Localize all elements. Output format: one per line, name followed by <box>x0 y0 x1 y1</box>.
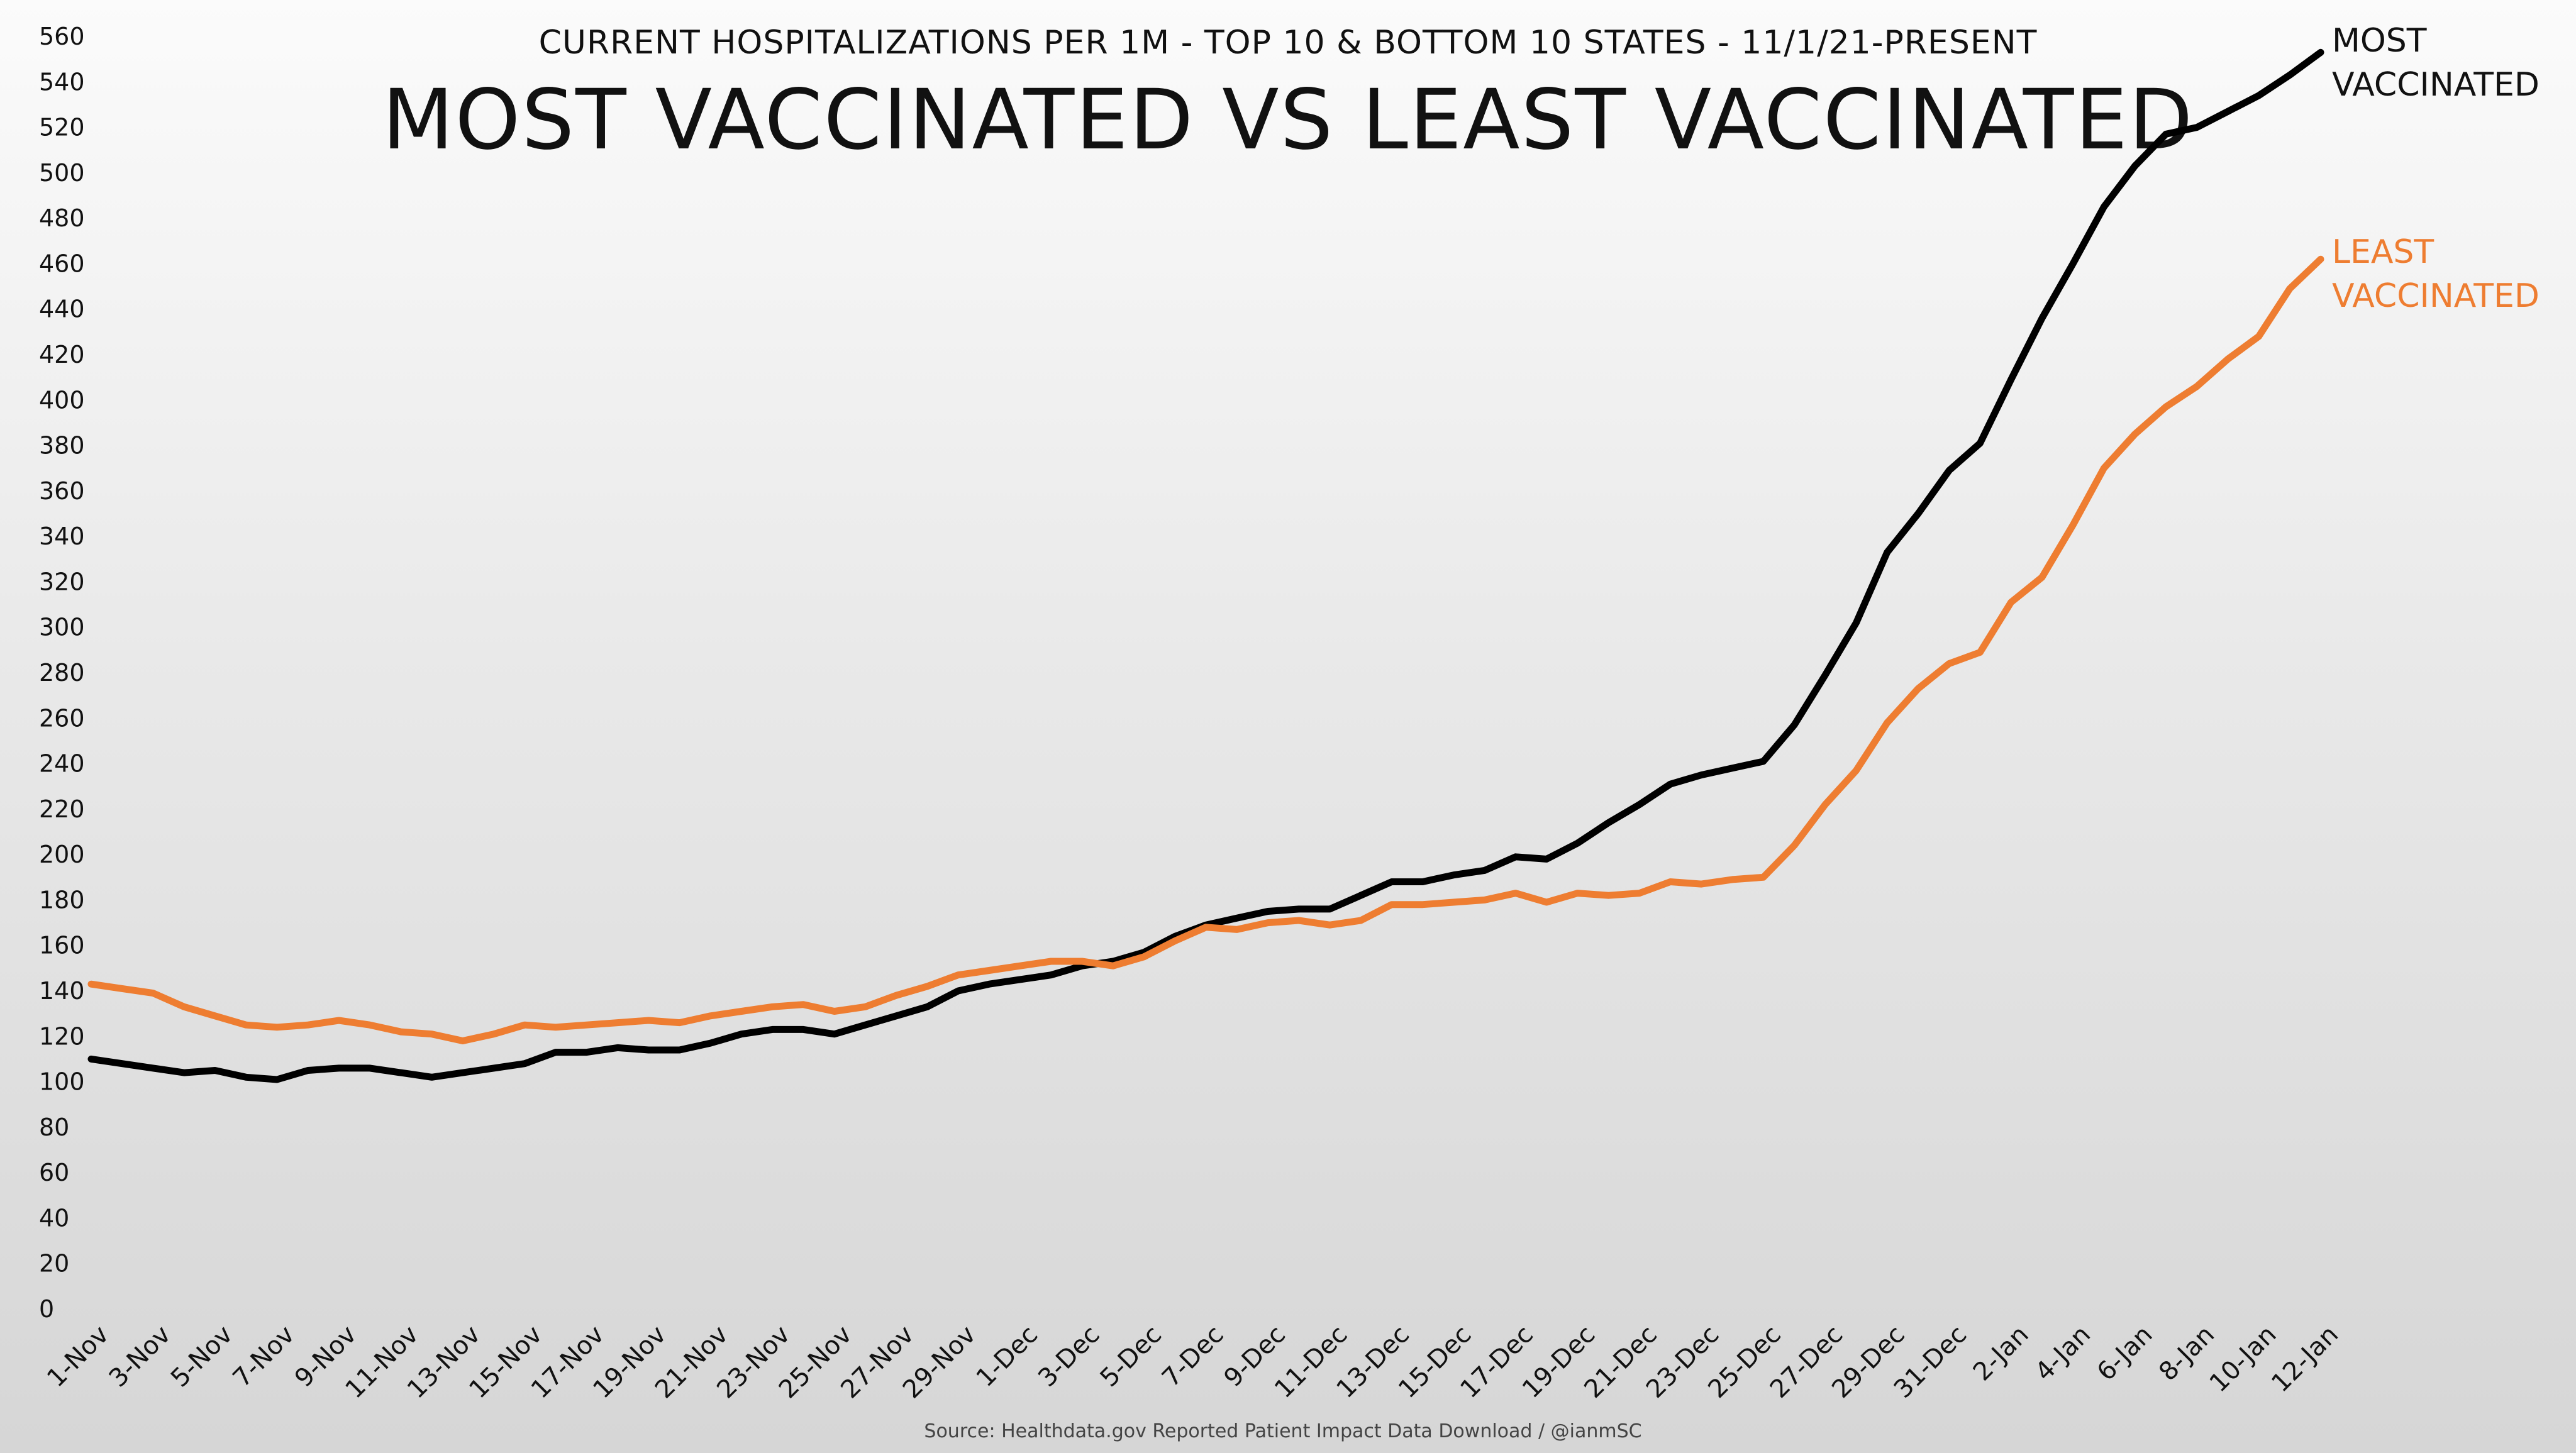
x-tick-label: 10-Jan <box>2204 1320 2282 1398</box>
y-tick-label: 380 <box>39 432 85 460</box>
y-tick-label: 500 <box>39 159 85 187</box>
x-tick-label: 3-Dec <box>1033 1320 1105 1393</box>
y-tick-label: 200 <box>39 841 85 868</box>
x-tick-label: 12-Jan <box>2266 1320 2344 1398</box>
chart-subtitle: CURRENT HOSPITALIZATIONS PER 1M - TOP 10… <box>539 24 2038 62</box>
y-tick-label: 320 <box>39 568 85 595</box>
x-tick-label: 5-Nov <box>165 1320 238 1393</box>
series-layer <box>87 48 2324 1083</box>
y-tick-label: 180 <box>39 886 85 914</box>
x-tick-label: 7-Nov <box>228 1320 301 1393</box>
y-tick-label: 60 <box>39 1159 69 1186</box>
y-tick-label: 140 <box>39 977 85 1005</box>
x-tick-label: 1-Nov <box>42 1320 114 1393</box>
y-tick-label: 120 <box>39 1022 85 1050</box>
y-tick-label: 360 <box>39 477 85 505</box>
y-tick-label: 240 <box>39 750 85 778</box>
x-tick-label: 2-Jan <box>1968 1320 2035 1387</box>
series-label-least-vaccinated: LEAST VACCINATED <box>2332 233 2540 315</box>
series-label-most-vaccinated: MOST VACCINATED <box>2332 22 2540 104</box>
x-tick-label: 1-Dec <box>971 1320 1043 1393</box>
x-tick-label: 3-Nov <box>104 1320 177 1393</box>
y-tick-label: 340 <box>39 522 85 550</box>
y-tick-label: 280 <box>39 659 85 687</box>
y-tick-label: 420 <box>39 341 85 368</box>
y-tick-label: 400 <box>39 386 85 414</box>
y-tick-label: 220 <box>39 795 85 823</box>
y-tick-label: 160 <box>39 932 85 959</box>
y-tick-label: 520 <box>39 114 85 141</box>
x-axis-ticks: 1-Nov3-Nov5-Nov7-Nov9-Nov11-Nov13-Nov15-… <box>42 1320 2344 1405</box>
y-tick-label: 20 <box>39 1250 69 1278</box>
series-line-least-vaccinated <box>87 255 2324 1044</box>
y-tick-label: 440 <box>39 296 85 323</box>
y-tick-label: 0 <box>39 1295 54 1323</box>
y-tick-label: 560 <box>39 23 85 50</box>
series-labels: MOST VACCINATED LEAST VACCINATED <box>2332 22 2540 315</box>
x-tick-label: 7-Dec <box>1157 1320 1229 1393</box>
y-tick-label: 40 <box>39 1204 69 1232</box>
y-tick-label: 100 <box>39 1068 85 1096</box>
y-tick-label: 480 <box>39 204 85 232</box>
x-tick-label: 6-Jan <box>2092 1320 2158 1387</box>
y-tick-label: 300 <box>39 614 85 641</box>
y-tick-label: 260 <box>39 704 85 732</box>
y-axis-ticks: 0 20 40 60 80 100 120 140 160 180 200 220 240 260 280 3… <box>39 23 85 1323</box>
chart-title: MOST VACCINATED VS LEAST VACCINATED <box>382 72 2194 169</box>
y-tick-label: 80 <box>39 1113 69 1141</box>
y-tick-label: 460 <box>39 250 85 277</box>
y-tick-label: 540 <box>39 68 85 96</box>
x-tick-label: 4-Jan <box>2029 1320 2096 1387</box>
source-note: Source: Healthdata.gov Reported Patient … <box>924 1420 1641 1442</box>
x-tick-label: 5-Dec <box>1095 1320 1167 1393</box>
